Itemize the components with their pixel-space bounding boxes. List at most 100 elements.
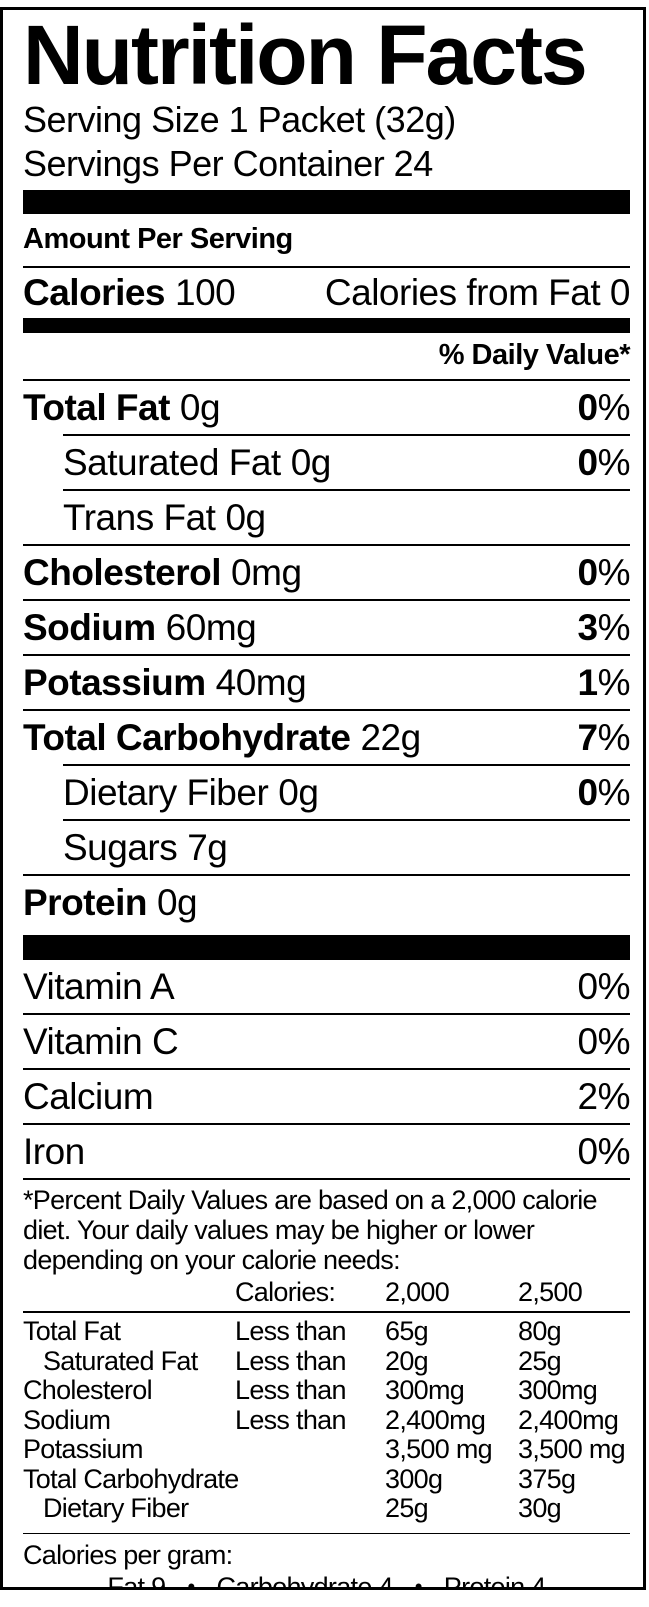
nutrient-row-protein: Protein 0g [23, 876, 630, 929]
calories-per-gram-section: Calories per gram: Fat 9 • Carbohydrate 4 •… [23, 1534, 630, 1590]
bullet-separator: • [187, 1574, 195, 1590]
nutrient-label: Protein [23, 881, 147, 923]
separator-indented [63, 489, 630, 491]
nutrient-row-sodium: Sodium 60mg 3% [23, 601, 631, 654]
medium-divider-bar [23, 318, 630, 333]
nutrient-dv: 3% [577, 606, 631, 648]
nutrient-amount: 22g [360, 716, 421, 758]
separator [23, 874, 630, 876]
separator [23, 266, 630, 268]
calories-per-gram-label: Calories per gram: [23, 1540, 233, 1570]
separator [23, 1532, 630, 1534]
calories-column-header-row: Calories: 2,000 2,500 [23, 1277, 630, 1311]
nutrient-amount: 7g [187, 826, 228, 868]
nutrient-amount: 0mg [231, 551, 302, 593]
calories-value: Calories 100 [23, 272, 236, 314]
nutrient-label: Dietary Fiber [63, 771, 269, 813]
nutrient-dv: 0% [577, 551, 631, 593]
nutrient-amount: 0g [156, 881, 198, 923]
thick-divider-bar [23, 935, 630, 960]
nutrient-dv: 1% [577, 661, 631, 703]
nutrient-label: Sodium [23, 606, 156, 648]
nutrient-amount: 0g [225, 496, 266, 538]
footnote-line: *Percent Daily Values are based on a 2,0… [23, 1185, 598, 1215]
separator [23, 599, 630, 601]
nutrient-label: Total Carbohydrate [23, 716, 351, 758]
nutrient-row-sugars: Sugars 7g [23, 821, 630, 874]
vitamin-label: Vitamin C [23, 1020, 179, 1062]
table-row: Total Fat Less than 65g 80g [23, 1316, 562, 1346]
footnote-line: depending on your calorie needs: [23, 1245, 401, 1275]
vitamin-label: Calcium [23, 1075, 154, 1117]
nutrient-label: Sugars [63, 826, 178, 868]
nutrient-amount: 40mg [215, 661, 307, 703]
calories-row: Calories 100 Calories from Fat 0 [23, 268, 631, 318]
footnote-line: diet. Your daily values may be higher or… [23, 1215, 535, 1245]
nutrient-amount: 0g [290, 441, 332, 483]
page-title: Nutrition Facts [23, 8, 588, 102]
table-row: Total Carbohydrate 300g 375g [23, 1463, 576, 1494]
nutrient-amount: 0g [278, 771, 319, 813]
nutrition-facts-label: Nutrition Facts Serving Size 1 Packet (3… [0, 7, 646, 1590]
nutrient-dv: 0% [577, 441, 631, 483]
table-row: Sodium Less than 2,400mg 2,400mg [23, 1404, 619, 1435]
nutrient-row-cholesterol: Cholesterol 0mg 0% [23, 546, 631, 599]
separator-indented [63, 764, 630, 766]
separator [23, 379, 630, 381]
amount-per-serving-heading: Amount Per Serving [23, 223, 293, 255]
serving-size-line: Serving Size 1 Packet (32g) [23, 99, 456, 140]
nutrient-row-saturated-fat: Saturated Fat 0g 0% [23, 436, 631, 489]
nutrient-label: Total Fat [23, 386, 170, 428]
separator [23, 1123, 630, 1125]
nutrient-label: Cholesterol [23, 551, 222, 593]
separator [23, 1068, 630, 1070]
column-2000-header: 2,000 [385, 1277, 450, 1307]
daily-values-table: Total Fat Less than 65g 80g Saturated Fa… [23, 1313, 630, 1533]
daily-values-footnote: *Percent Daily Values are based on a 2,0… [23, 1180, 630, 1311]
nutrient-label: Potassium [23, 661, 206, 703]
nutrient-dv: 0% [577, 386, 631, 428]
vitamin-row-calcium: Calcium 2% [23, 1070, 631, 1123]
nutrient-dv: 7% [577, 716, 631, 758]
table-row: Cholesterol Less than 300mg 300mg [23, 1375, 598, 1405]
bullet-separator: • [414, 1574, 423, 1590]
vitamin-label: Iron [23, 1130, 85, 1172]
vitamin-dv: 0% [577, 1130, 631, 1172]
nutrient-label: Saturated Fat [63, 441, 281, 483]
table-row: Potassium 3,500 mg 3,500 mg [23, 1434, 626, 1464]
thick-divider-bar [23, 190, 630, 214]
separator [23, 1013, 630, 1015]
calories-label: Calories [23, 272, 166, 313]
nutrient-label: Trans Fat [63, 496, 216, 538]
daily-value-header: % Daily Value* [438, 339, 631, 371]
vitamin-label: Vitamin A [23, 965, 175, 1007]
calories-per-gram-values: Fat 9 • Carbohydrate 4 • Protein 4 [23, 1572, 630, 1590]
column-2500-header: 2,500 [518, 1277, 583, 1307]
vitamin-dv: 0% [577, 1020, 631, 1062]
nutrient-amount: 0g [179, 386, 221, 428]
nutrient-row-dietary-fiber: Dietary Fiber 0g 0% [23, 766, 631, 819]
vitamin-dv: 2% [577, 1075, 631, 1117]
separator [23, 544, 630, 546]
nutrient-row-total-carbohydrate: Total Carbohydrate 22g 7% [23, 711, 631, 764]
separator-indented [63, 434, 630, 436]
nutrient-row-trans-fat: Trans Fat 0g [23, 491, 630, 544]
separator [23, 654, 630, 656]
separator [23, 1311, 630, 1313]
nutrient-row-total-fat: Total Fat 0g 0% [23, 381, 631, 434]
separator [23, 1178, 630, 1180]
calories-from-fat: Calories from Fat 0 [324, 272, 631, 313]
calories-column-label: Calories: [235, 1277, 336, 1307]
nutrient-row-potassium: Potassium 40mg 1% [23, 656, 631, 709]
separator-indented [63, 819, 630, 821]
servings-per-container-line: Servings Per Container 24 [23, 143, 433, 184]
vitamin-row-vitamin-a: Vitamin A 0% [23, 960, 631, 1013]
vitamin-row-vitamin-c: Vitamin C 0% [23, 1015, 631, 1068]
nutrient-amount: 60mg [165, 606, 257, 648]
separator [23, 709, 630, 711]
vitamin-dv: 0% [577, 965, 631, 1007]
table-row: Saturated Fat Less than 20g 25g [43, 1345, 562, 1376]
vitamin-row-iron: Iron 0% [23, 1125, 631, 1178]
nutrient-dv: 0% [577, 771, 631, 813]
calories-amount: 100 [175, 272, 236, 313]
